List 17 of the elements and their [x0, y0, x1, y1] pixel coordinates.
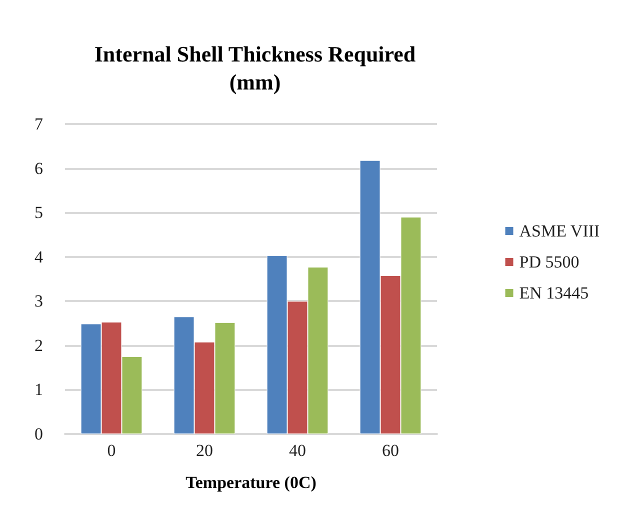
y-tick-label: 7: [34, 114, 44, 134]
x-axis-title: Temperature (0C): [186, 473, 316, 492]
y-tick-label: 2: [34, 336, 43, 355]
y-tick-label: 1: [34, 380, 43, 400]
x-tick-label: 60: [382, 441, 399, 460]
x-tick-label: 0: [107, 441, 116, 460]
legend-label: PD 5500: [519, 252, 580, 272]
y-tick-label: 6: [34, 158, 43, 178]
y-tick-label: 5: [34, 203, 43, 222]
x-tick-label: 20: [196, 441, 213, 460]
chart-title: Internal Shell Thickness Required (mm): [94, 42, 416, 94]
x-tick-label: 40: [289, 441, 306, 460]
y-tick-label: 4: [34, 247, 44, 266]
legend-label: ASME VIII: [519, 222, 600, 240]
y-tick-label: 0: [34, 424, 43, 444]
legend-label: EN 13445: [519, 284, 589, 302]
y-tick-label: 3: [34, 292, 43, 311]
